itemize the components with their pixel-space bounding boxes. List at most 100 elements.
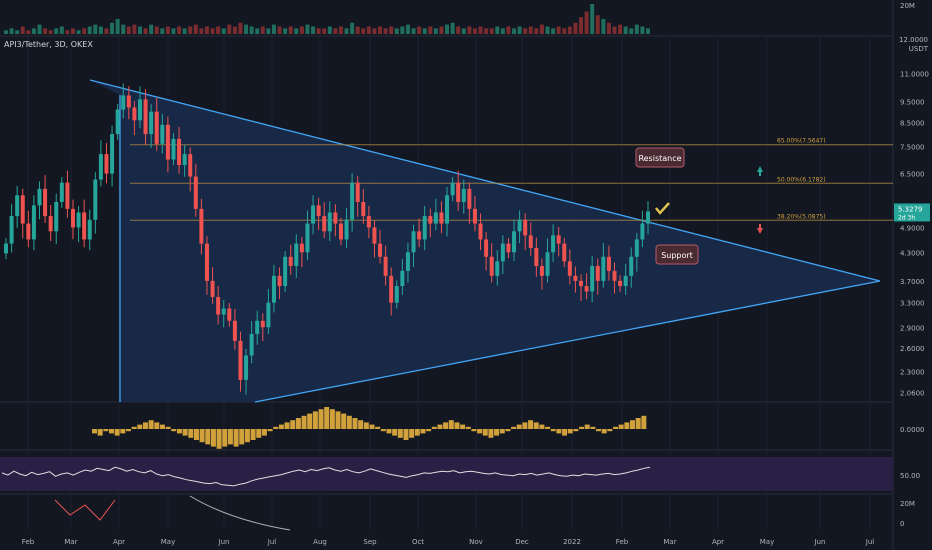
volume-bar [238, 22, 243, 34]
time-axis-label: Aug [313, 538, 327, 546]
macd-histogram-bar [165, 426, 171, 429]
volume-bar [20, 26, 25, 34]
volume-bar [372, 28, 377, 34]
candle-body [629, 256, 634, 276]
fib-label: 65.00%(7.5647) [777, 138, 826, 145]
current-price: 5.3279 [898, 205, 923, 213]
price-axis-label: 4.3000 [900, 249, 925, 257]
macd-histogram-bar [290, 420, 296, 429]
volume-bar [378, 26, 383, 34]
volume-bar [327, 26, 332, 34]
candle-body [512, 231, 517, 253]
candle-body [143, 99, 148, 135]
candle-body [573, 275, 578, 281]
candle-body [439, 212, 444, 224]
macd-histogram-bar [539, 424, 545, 429]
volume-bar [271, 24, 276, 34]
macd-histogram-bar [590, 426, 596, 429]
time-axis-label: May [760, 538, 774, 546]
candle-body [551, 235, 556, 253]
macd-histogram-bar [375, 426, 381, 429]
volume-bar [249, 26, 254, 34]
macd-histogram-bar [511, 426, 517, 429]
candle-body [646, 211, 650, 224]
macd-histogram-bar [409, 429, 415, 438]
volume-bar [277, 26, 282, 34]
volume-bar [489, 28, 494, 34]
candle-body [54, 201, 59, 232]
macd-histogram-bar [516, 424, 522, 429]
macd-histogram-bar [499, 429, 505, 434]
candle-body [210, 280, 215, 297]
volume-bar [456, 26, 461, 34]
macd-histogram-bar [426, 429, 432, 432]
volume-bar [590, 4, 595, 34]
time-axis-label: Apr [712, 538, 724, 546]
volume-bar [506, 26, 511, 34]
macd-histogram-bar [630, 420, 636, 429]
price-axis-label: 7.5000 [900, 143, 925, 151]
volume-bar [428, 26, 433, 34]
checkmark-icon [655, 202, 670, 215]
volume-bar [137, 26, 142, 34]
top-scale-value: 12.0000 [899, 36, 928, 44]
macd-histogram-bar [324, 407, 330, 429]
time-axis-label: Jul [865, 538, 875, 546]
macd-histogram-bar [329, 409, 335, 429]
candle-body [534, 247, 539, 267]
time-axis-label: Feb [22, 538, 35, 546]
macd-histogram-bar [148, 420, 154, 429]
candle-body [165, 124, 170, 160]
candle-body [484, 239, 489, 257]
volume-bar [15, 30, 20, 34]
candle-body [355, 182, 360, 202]
volume-bar [640, 26, 645, 34]
volume-bar [623, 26, 628, 34]
current-price-tag [894, 203, 930, 222]
volume-bar [523, 28, 528, 34]
macd-histogram-bar [624, 422, 630, 429]
macd-histogram-bar [193, 429, 199, 440]
volume-bar [366, 26, 371, 34]
macd-histogram-bar [352, 418, 358, 429]
macd-histogram-bar [312, 411, 318, 429]
volume-bar [646, 28, 650, 34]
price-axis-label: 2.3000 [900, 368, 925, 376]
candle-body [104, 154, 109, 174]
macd-histogram-bar [295, 418, 301, 429]
macd-histogram-bar [222, 429, 228, 447]
volume-bar [573, 22, 578, 34]
volume-bar [59, 26, 64, 34]
volume-bar [305, 24, 310, 34]
volume-bar [333, 28, 338, 34]
support-annotation: Support [661, 251, 693, 260]
macd-histogram-bar [386, 429, 392, 434]
macd-histogram-bar [465, 426, 471, 429]
time-axis-label: 2022 [563, 538, 581, 546]
macd-histogram-bar [273, 426, 279, 429]
macd-histogram-bar [346, 415, 352, 429]
candle-body [93, 179, 98, 220]
macd-histogram-bar [114, 429, 120, 436]
candle-body [182, 154, 187, 166]
candle-body [26, 223, 31, 240]
candle-body [110, 134, 115, 174]
volume-bar [115, 19, 120, 34]
candle-body [15, 195, 20, 217]
macd-histogram-bar [176, 429, 182, 434]
candle-body [450, 182, 455, 196]
candle-body [204, 243, 209, 281]
volume-bar [82, 28, 87, 34]
volume-bar [389, 26, 394, 34]
candle-body [350, 182, 355, 220]
volume-bar [355, 26, 360, 34]
volume-bar [383, 28, 388, 34]
macd-histogram-bar [227, 429, 233, 445]
volume-bar [65, 30, 70, 34]
candle-body [76, 212, 81, 228]
macd-histogram-bar [556, 429, 562, 434]
volume-bar [232, 26, 237, 34]
volume-bar [634, 24, 639, 34]
candle-body [333, 212, 338, 224]
